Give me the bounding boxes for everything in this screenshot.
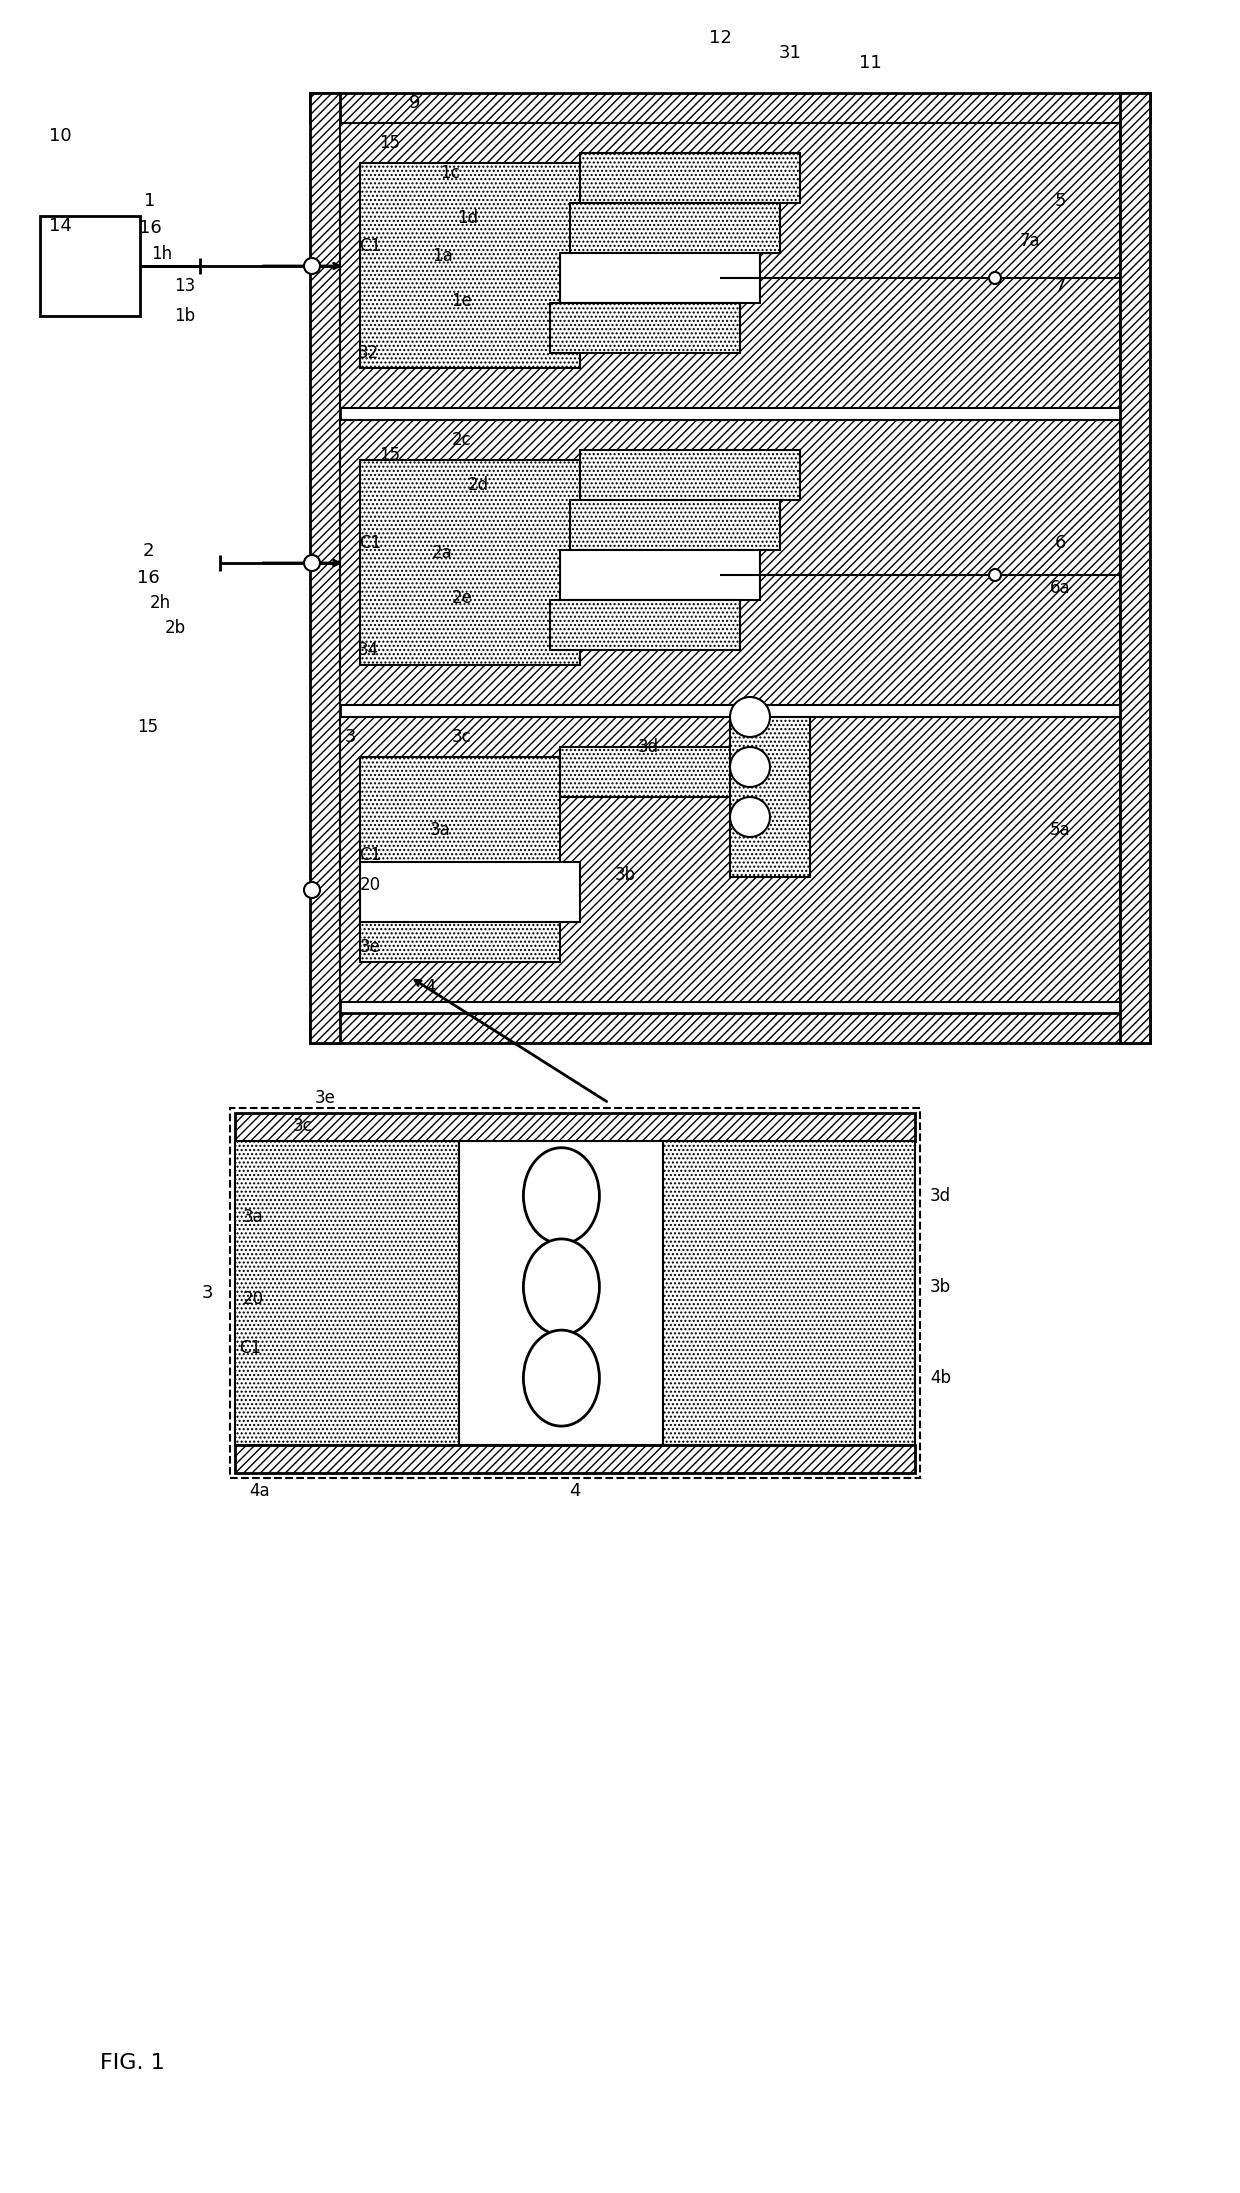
Ellipse shape — [523, 1239, 599, 1336]
Bar — [459, 1140, 663, 1445]
Circle shape — [304, 555, 320, 570]
Bar — [310, 1013, 1149, 1044]
Text: 2: 2 — [143, 542, 154, 559]
Bar — [580, 154, 800, 204]
Bar — [236, 1140, 459, 1445]
Text: 1: 1 — [144, 193, 156, 211]
Text: 2h: 2h — [150, 594, 171, 612]
Bar — [236, 1114, 915, 1140]
Text: FIG. 1: FIG. 1 — [100, 2053, 165, 2072]
Text: 3a: 3a — [243, 1208, 263, 1226]
Circle shape — [730, 748, 770, 787]
Bar — [360, 757, 560, 963]
Text: 3d: 3d — [637, 739, 658, 757]
Text: 3c: 3c — [293, 1116, 312, 1136]
Bar — [340, 717, 1120, 1002]
Bar — [236, 1445, 915, 1474]
Text: 3e: 3e — [314, 1090, 335, 1107]
Text: 6: 6 — [1054, 535, 1065, 553]
Text: 1h: 1h — [151, 246, 172, 263]
Text: C1: C1 — [358, 535, 381, 553]
Text: 15: 15 — [379, 445, 401, 465]
Text: 7a: 7a — [1019, 232, 1040, 250]
Text: 4: 4 — [569, 1482, 580, 1500]
Text: 4: 4 — [424, 978, 435, 996]
Bar — [570, 204, 780, 252]
Text: 2c: 2c — [453, 432, 472, 450]
Text: 12: 12 — [708, 29, 732, 46]
Text: 4b: 4b — [930, 1368, 951, 1388]
Bar — [40, 215, 140, 316]
Text: 7: 7 — [1054, 276, 1065, 296]
Bar — [560, 550, 760, 601]
Text: 1a: 1a — [432, 248, 453, 265]
Bar — [570, 500, 780, 550]
Text: 3e: 3e — [360, 939, 381, 956]
Bar — [560, 252, 760, 303]
Bar — [340, 123, 1120, 408]
Ellipse shape — [523, 1331, 599, 1425]
Bar — [551, 601, 740, 649]
Text: 2d: 2d — [467, 476, 489, 493]
Text: 16: 16 — [139, 219, 161, 237]
Text: 3c: 3c — [453, 728, 472, 746]
Text: C1: C1 — [358, 237, 381, 254]
Text: 11: 11 — [858, 55, 882, 72]
Text: 5: 5 — [1054, 193, 1065, 211]
Text: 1c: 1c — [440, 164, 460, 182]
Bar — [340, 421, 1120, 704]
Bar — [1120, 92, 1149, 1044]
Text: 1d: 1d — [458, 208, 479, 228]
Text: 32: 32 — [357, 344, 378, 362]
Circle shape — [304, 882, 320, 897]
Bar — [360, 162, 580, 368]
Bar — [310, 92, 1149, 123]
Text: 5a: 5a — [1050, 820, 1070, 840]
Bar — [229, 1107, 920, 1478]
Circle shape — [730, 697, 770, 737]
Text: C1: C1 — [239, 1340, 262, 1357]
Text: 10: 10 — [48, 127, 72, 145]
Text: 2e: 2e — [451, 590, 472, 607]
Ellipse shape — [523, 1147, 599, 1243]
Circle shape — [990, 568, 1001, 581]
Text: 2a: 2a — [432, 544, 453, 561]
Bar — [551, 303, 740, 353]
Text: 4a: 4a — [249, 1482, 270, 1500]
Text: 3a: 3a — [429, 820, 450, 840]
Text: 15: 15 — [138, 717, 159, 737]
Text: 34: 34 — [357, 640, 378, 660]
Bar — [360, 461, 580, 664]
Text: 20: 20 — [360, 875, 381, 895]
Bar — [730, 717, 810, 877]
Text: 3b: 3b — [930, 1279, 951, 1296]
Text: 13: 13 — [175, 276, 196, 296]
Text: C1: C1 — [358, 846, 381, 864]
Text: 2b: 2b — [165, 618, 186, 636]
Bar — [360, 862, 580, 921]
Bar — [310, 92, 340, 1044]
Circle shape — [730, 796, 770, 838]
Bar — [663, 1140, 915, 1445]
Text: 9: 9 — [409, 94, 420, 112]
Text: 6a: 6a — [1050, 579, 1070, 596]
Bar — [560, 748, 760, 796]
Bar — [580, 450, 800, 500]
Text: 3: 3 — [201, 1283, 213, 1303]
Circle shape — [304, 259, 320, 274]
Text: 1b: 1b — [175, 307, 196, 325]
Text: 1e: 1e — [451, 292, 472, 309]
Text: 14: 14 — [48, 217, 72, 235]
Text: 16: 16 — [136, 568, 160, 588]
Text: 31: 31 — [779, 44, 801, 61]
Text: 3d: 3d — [930, 1186, 951, 1204]
Text: 3: 3 — [345, 728, 356, 746]
Text: 20: 20 — [243, 1289, 264, 1307]
Circle shape — [990, 272, 1001, 285]
Text: 3b: 3b — [615, 866, 636, 884]
Text: 15: 15 — [379, 134, 401, 151]
